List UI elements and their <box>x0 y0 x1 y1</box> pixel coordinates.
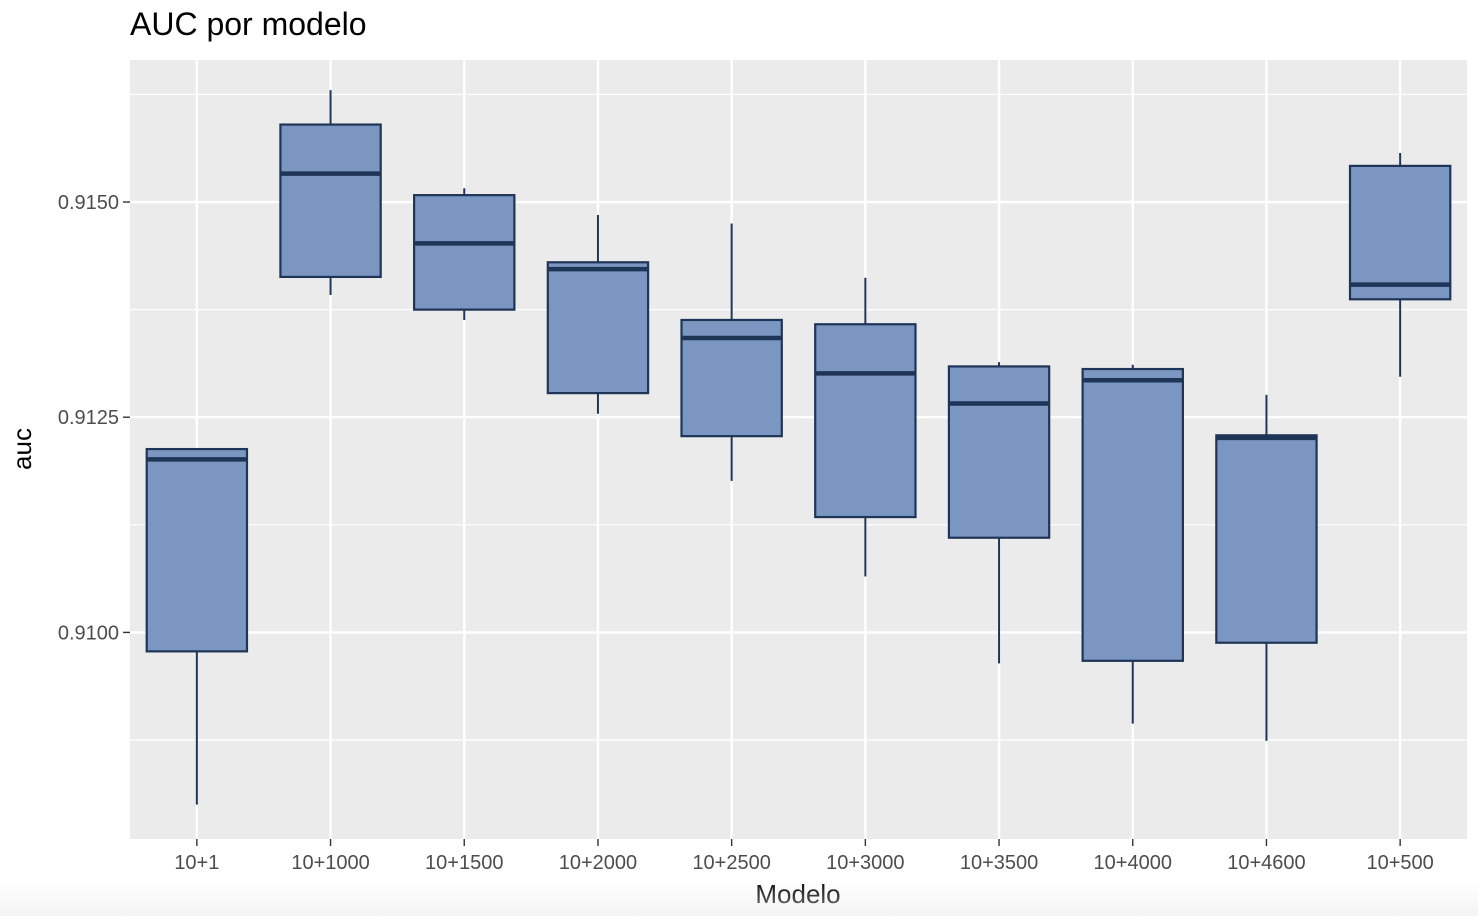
boxplot-10+3000 <box>814 277 917 577</box>
boxplot-10+2500 <box>680 223 783 481</box>
box-iqr <box>546 261 650 395</box>
x-tick-label: 10+4600 <box>1227 852 1305 874</box>
boxplot-10+2000 <box>546 214 650 414</box>
x-tick-label: 10+1500 <box>425 852 503 874</box>
boxplot-10+1500 <box>413 188 516 320</box>
box-iqr <box>145 447 249 653</box>
chart-title: AUC por modelo <box>130 6 367 42</box>
x-axis-label: Modelo <box>755 879 840 909</box>
boxplot-10+4000 <box>1081 364 1184 724</box>
x-tick-label: 10+4000 <box>1094 852 1172 874</box>
box-iqr <box>947 365 1051 539</box>
y-axis: 0.9100 0.9125 0.9150 <box>58 192 130 644</box>
y-tick-label: 0.9150 <box>58 192 119 214</box>
x-tick-label: 10+500 <box>1367 852 1434 874</box>
y-axis-label: auc <box>7 428 37 470</box>
x-tick-label: 10+3000 <box>826 852 904 874</box>
boxplot-10+3500 <box>947 362 1051 664</box>
boxplot-10+1000 <box>279 90 382 295</box>
box-iqr <box>1215 434 1318 644</box>
x-tick-label: 10+2500 <box>692 852 770 874</box>
box-iqr <box>413 194 516 311</box>
boxplot-10+1 <box>145 447 249 805</box>
boxplots <box>145 90 1452 805</box>
box-iqr <box>814 323 917 519</box>
boxplot-10+500 <box>1348 152 1452 377</box>
x-tick-label: 10+1000 <box>291 852 369 874</box>
box-iqr <box>279 123 382 279</box>
x-tick-label: 10+2000 <box>559 852 637 874</box>
box-iqr <box>1081 367 1184 662</box>
x-tick-label: 10+1 <box>174 852 219 874</box>
y-tick-label: 0.9125 <box>58 407 119 429</box>
box-iqr <box>1348 164 1452 301</box>
x-axis: 10+1 10+1000 10+1500 10+2000 10+2500 10+3000 1… <box>174 839 1434 874</box>
x-tick-label: 10+3500 <box>960 852 1038 874</box>
y-tick-label: 0.9100 <box>58 622 119 644</box>
boxplot-10+4600 <box>1215 394 1318 741</box>
